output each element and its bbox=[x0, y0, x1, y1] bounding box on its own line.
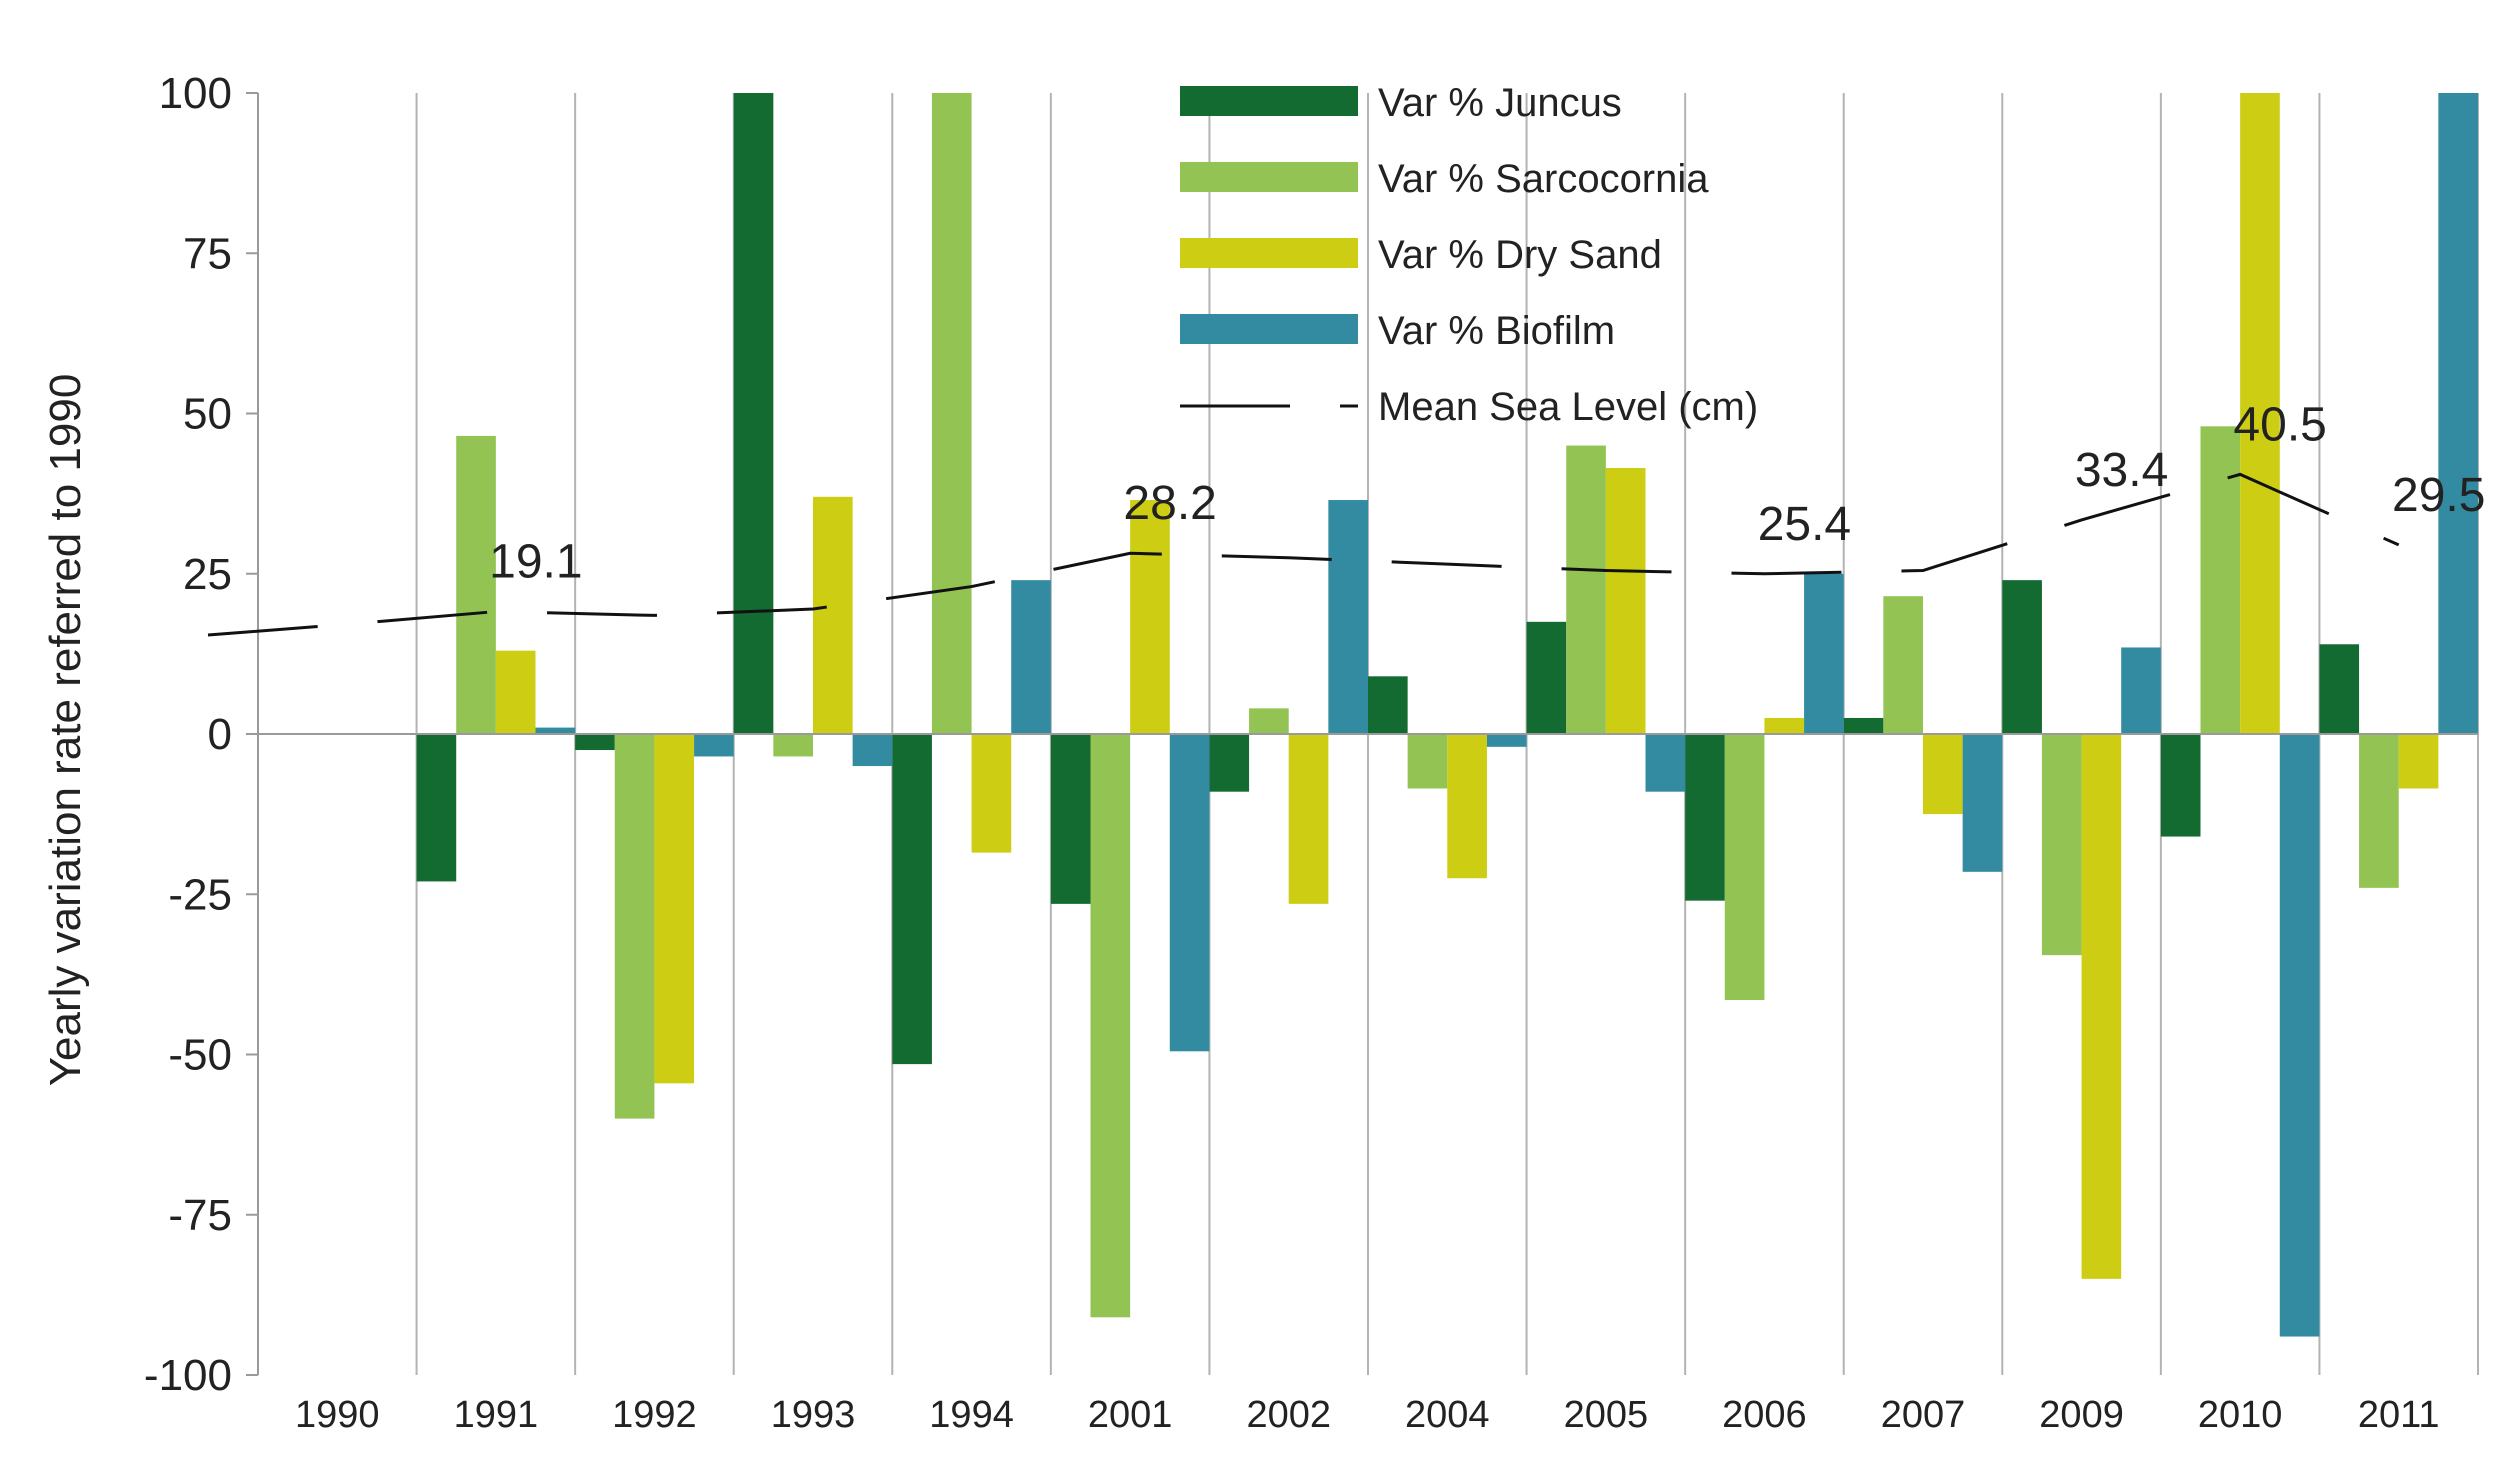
bar bbox=[1843, 717, 1884, 734]
bar bbox=[2438, 93, 2478, 734]
bar bbox=[1645, 734, 1686, 792]
bar bbox=[1685, 734, 1725, 901]
bar bbox=[1447, 734, 1487, 879]
legend-label: Mean Sea Level (cm) bbox=[1378, 385, 1758, 429]
x-tick-labels: 1990 1991 1992 1993 1994 2001 2002 2004 2005 2006… bbox=[295, 1394, 2440, 1436]
msl-data-label: 40.5 bbox=[2233, 398, 2326, 451]
x-tick-label: 1991 bbox=[454, 1394, 539, 1436]
bar bbox=[1130, 500, 1170, 734]
bar bbox=[1724, 734, 1765, 1001]
msl-data-label: 29.5 bbox=[2392, 469, 2485, 522]
bar bbox=[1407, 734, 1448, 789]
bar bbox=[773, 734, 813, 757]
y-tick-label: -75 bbox=[168, 1191, 232, 1240]
msl-data-label: 33.4 bbox=[2075, 444, 2168, 497]
bar bbox=[1923, 734, 1963, 815]
x-tick-label: 1994 bbox=[929, 1394, 1014, 1436]
legend-swatch bbox=[1180, 86, 1358, 116]
y-tick-label: -25 bbox=[168, 870, 232, 919]
bar bbox=[495, 650, 536, 734]
bar bbox=[1050, 734, 1091, 904]
bar bbox=[2240, 93, 2280, 734]
bar bbox=[1169, 734, 1210, 1052]
x-tick-label: 2005 bbox=[1564, 1394, 1649, 1436]
y-tick-label: 25 bbox=[183, 550, 232, 599]
bar bbox=[813, 496, 853, 734]
y-axis-label: Yearly variation rate referred to 1990 bbox=[41, 374, 90, 1087]
x-tick-label: 2007 bbox=[1881, 1394, 1966, 1436]
bar bbox=[2121, 647, 2161, 734]
legend: Var % Juncus Var % Sarcocornia Var % Dry … bbox=[1180, 81, 1758, 429]
y-tick-label: 100 bbox=[159, 69, 232, 118]
msl-data-label: 28.2 bbox=[1123, 477, 1216, 530]
bar-series bbox=[416, 93, 2478, 1337]
y-tick-label: -100 bbox=[144, 1351, 232, 1400]
x-tick-label: 1992 bbox=[612, 1394, 697, 1436]
bar bbox=[654, 734, 695, 1084]
legend-swatch bbox=[1180, 238, 1358, 268]
bar bbox=[931, 93, 972, 734]
mean-sea-level-line: 19.1 28.2 25.4 33.4 40.5 29.5 bbox=[207, 398, 2485, 637]
x-tick-label: 2004 bbox=[1405, 1394, 1490, 1436]
msl-data-label: 25.4 bbox=[1758, 498, 1851, 551]
x-tick-label: 2010 bbox=[2198, 1394, 2283, 1436]
bar bbox=[2041, 734, 2082, 956]
bar bbox=[1328, 500, 1368, 734]
y-tick-label: 0 bbox=[208, 710, 232, 759]
x-tick-label: 2011 bbox=[2358, 1394, 2440, 1436]
legend-label: Var % Juncus bbox=[1378, 81, 1622, 125]
bar bbox=[694, 734, 734, 757]
bar bbox=[1804, 573, 1844, 734]
bar bbox=[1090, 734, 1131, 1318]
bar bbox=[2319, 644, 2360, 734]
bar bbox=[575, 734, 615, 751]
bar bbox=[1764, 717, 1805, 734]
bar bbox=[2002, 580, 2042, 734]
bar bbox=[1368, 676, 1408, 734]
bar bbox=[535, 727, 576, 734]
bar bbox=[892, 734, 932, 1065]
bar bbox=[1011, 580, 1051, 734]
mean-sea-level-path bbox=[207, 472, 2400, 637]
bar bbox=[971, 734, 1012, 853]
bar bbox=[2359, 734, 2399, 888]
x-tick-label: 2002 bbox=[1246, 1394, 1331, 1436]
y-tick-label: -50 bbox=[168, 1031, 232, 1080]
bar bbox=[416, 734, 457, 882]
x-tick-label: 1993 bbox=[771, 1394, 856, 1436]
bar bbox=[2200, 426, 2241, 734]
bar bbox=[2081, 734, 2122, 1279]
y-tick-label: 50 bbox=[183, 390, 232, 439]
msl-data-label: 19.1 bbox=[489, 536, 582, 589]
bar bbox=[1486, 734, 1527, 747]
y-tick-label: 75 bbox=[183, 229, 232, 278]
legend-label: Var % Dry Sand bbox=[1378, 233, 1662, 277]
bar bbox=[456, 435, 496, 734]
bar bbox=[2160, 734, 2201, 837]
legend-swatch bbox=[1180, 162, 1358, 192]
legend-label: Var % Sarcocornia bbox=[1378, 157, 1709, 201]
legend-swatch bbox=[1180, 314, 1358, 344]
bar bbox=[1249, 708, 1289, 734]
axes bbox=[246, 92, 2478, 1376]
x-tick-label: 2009 bbox=[2039, 1394, 2124, 1436]
y-tick-labels: 100 75 50 25 0 -25 -50 -75 -100 bbox=[144, 69, 232, 1400]
bar bbox=[614, 734, 655, 1119]
bar bbox=[1209, 734, 1250, 792]
x-tick-label: 1990 bbox=[295, 1394, 380, 1436]
bar bbox=[2279, 734, 2320, 1337]
bar bbox=[2398, 734, 2439, 789]
x-tick-label: 2001 bbox=[1088, 1394, 1173, 1436]
bar bbox=[733, 93, 774, 734]
bar bbox=[1566, 445, 1606, 734]
bar bbox=[1883, 596, 1923, 734]
bar bbox=[852, 734, 893, 767]
bar bbox=[1962, 734, 2003, 872]
bar bbox=[1605, 467, 1646, 734]
x-tick-label: 2006 bbox=[1722, 1394, 1807, 1436]
legend-label: Var % Biofilm bbox=[1378, 309, 1615, 353]
bar bbox=[1288, 734, 1329, 904]
bar bbox=[1526, 621, 1567, 734]
